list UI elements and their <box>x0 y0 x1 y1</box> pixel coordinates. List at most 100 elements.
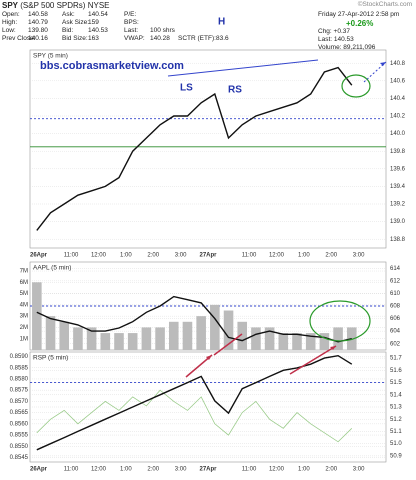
x-tick-label: 2:00 <box>147 253 159 259</box>
x-tick-label: 3:00 <box>353 253 365 259</box>
y-right-tick-label: 610 <box>390 291 401 297</box>
x-tick-label: 26Apr <box>30 467 48 473</box>
volume-bar <box>59 321 70 350</box>
field-value: 140.16 <box>28 35 48 42</box>
y-left-tick-label: 0.8560 <box>10 421 29 427</box>
arrow-head <box>206 355 212 360</box>
y-right-tick-label: 604 <box>390 329 401 335</box>
y-right-tick-label: 139.0 <box>390 219 406 225</box>
field-label: Bid: <box>62 27 74 34</box>
field-value: 140.28 <box>150 35 170 42</box>
field-label: Bid Size: <box>62 35 88 42</box>
y-right-tick-label: 51.3 <box>390 405 402 411</box>
panel-title: SPY (5 min) <box>33 53 68 60</box>
y-right-tick-label: 51.2 <box>390 417 402 423</box>
x-tick-label: 11:00 <box>64 467 79 473</box>
volume-bar <box>333 327 343 350</box>
volume-bar <box>141 327 152 350</box>
field-value: 140.54 <box>88 11 108 18</box>
y-right-tick-label: 139.6 <box>390 166 406 172</box>
field-label: VWAP: <box>124 35 145 42</box>
arrow <box>213 333 243 356</box>
y-right-tick-label: 51.6 <box>390 368 402 374</box>
y-left-tick-label: 0.8565 <box>10 410 29 416</box>
symbol: SPY <box>2 1 19 10</box>
y-right-tick-label: 614 <box>390 266 401 272</box>
y-left-tick-label: 0.8575 <box>10 388 29 394</box>
y-left-tick-label: 7M <box>20 269 28 275</box>
x-tick-label: 11:00 <box>64 253 79 259</box>
marks: 138.8 139.0 139.2 139.4 139.6 139.8 140.0 140.2… <box>10 49 406 473</box>
y-left-tick-label: 0.8550 <box>10 444 29 450</box>
y-right-tick-label: 138.8 <box>390 237 406 243</box>
security-name: (S&P 500 SPDRs) <box>20 1 86 10</box>
volume-bar <box>292 333 302 350</box>
field-label: BPS: <box>124 19 139 26</box>
field-label: Open: <box>2 11 20 18</box>
x-tick-label: 12:00 <box>269 467 285 473</box>
field-value: 163 <box>88 35 99 42</box>
rs-label: RS <box>228 85 242 96</box>
y-left-tick-label: 0.8590 <box>10 354 29 360</box>
y-left-tick-label: 3M <box>20 314 28 320</box>
field-value: 140.58 <box>28 11 48 18</box>
x-tick-label: 1:00 <box>298 253 310 259</box>
arrow <box>289 345 337 375</box>
y-right-tick-label: 608 <box>390 304 401 310</box>
field-value: 100 shrs <box>150 27 175 34</box>
volume-bar <box>210 304 220 350</box>
x-tick-label: 2:00 <box>325 253 337 259</box>
field-label: High: <box>2 19 18 26</box>
x-tick-label: 11:00 <box>242 467 257 473</box>
x-tick-label: 2:00 <box>147 467 159 473</box>
x-tick-label: 3:00 <box>175 253 187 259</box>
y-right-tick-label: 51.4 <box>390 392 402 398</box>
volume-bar <box>278 333 289 350</box>
trend-line <box>167 59 319 77</box>
x-tick-label: 1:00 <box>120 253 132 259</box>
volume-bar <box>86 327 97 350</box>
x-tick-label: 11:00 <box>242 253 257 259</box>
volume-bar <box>45 316 56 350</box>
y-right-tick-label: 140.4 <box>390 96 406 102</box>
volume-bar <box>168 321 179 350</box>
h-label: H <box>218 17 225 28</box>
volume-bar <box>305 333 316 350</box>
y-right-tick-label: 140.2 <box>390 114 406 120</box>
price-line <box>36 354 353 451</box>
y-right-tick-label: 139.8 <box>390 149 406 155</box>
y-left-tick-label: 6M <box>20 280 28 286</box>
y-left-tick-label: 1M <box>20 336 28 342</box>
volume-bar <box>237 321 248 350</box>
volume: Volume: 89,211,096 <box>318 44 376 51</box>
quote-header: SPY (S&P 500 SPDRs) NYSE ©StockCharts.co… <box>0 0 416 51</box>
y-right-tick-label: 140.8 <box>390 61 406 67</box>
x-tick-label: 12:00 <box>91 467 107 473</box>
y-left-tick-label: 5M <box>20 291 28 297</box>
price-line <box>36 66 353 231</box>
panel-title: AAPL (5 min) <box>33 265 71 272</box>
volume-bar <box>100 333 111 350</box>
x-tick-label: 26Apr <box>30 253 48 259</box>
volume-bar <box>251 327 261 350</box>
x-tick-label: 3:00 <box>175 467 187 473</box>
y-left-tick-label: 0.8545 <box>10 455 29 461</box>
highlight-circle <box>309 300 371 342</box>
panel-title: RSP (5 min) <box>33 355 68 362</box>
y-right-tick-label: 50.9 <box>390 453 402 459</box>
x-tick-label: 1:00 <box>120 467 132 473</box>
y-right-tick-label: 139.2 <box>390 202 406 208</box>
x-tick-label: 3:00 <box>353 467 365 473</box>
y-left-tick-label: 0.8580 <box>10 377 29 383</box>
credit: ©StockCharts.com <box>357 1 412 8</box>
volume-bar <box>182 321 193 350</box>
field-value: 139.80 <box>28 27 48 34</box>
volume-bar <box>73 327 83 350</box>
change: Chg: +0.37 <box>318 28 350 35</box>
y-left-tick-label: 2M <box>20 325 28 331</box>
x-tick-label: 1:00 <box>298 467 310 473</box>
field-label: P/E: <box>124 11 137 18</box>
y-right-tick-label: 140.0 <box>390 131 406 137</box>
